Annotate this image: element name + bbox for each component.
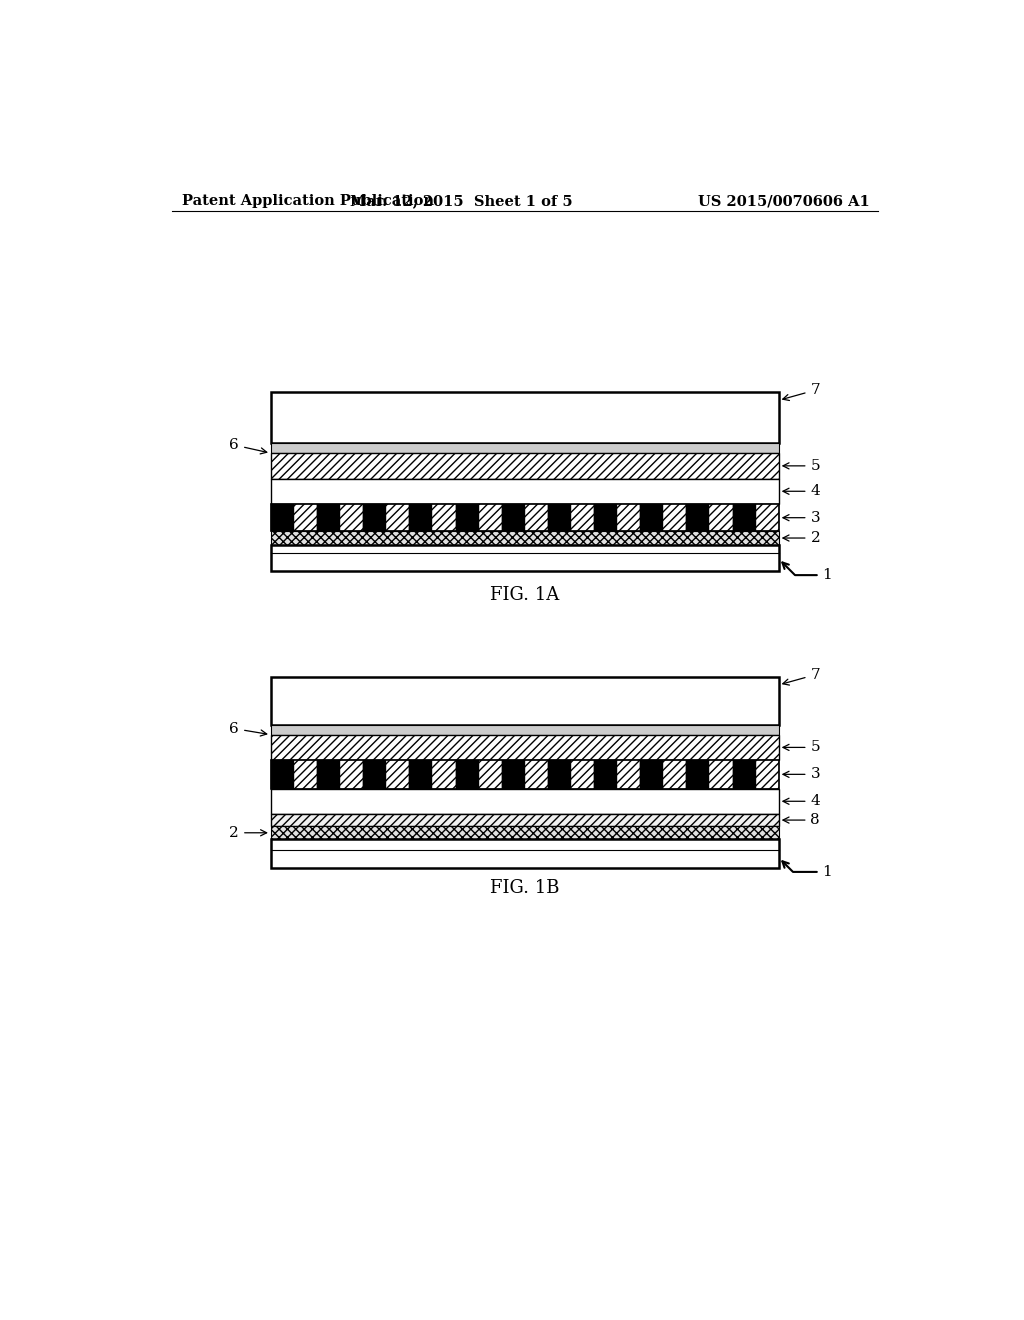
Bar: [664, 760, 686, 788]
Text: 5: 5: [783, 741, 820, 755]
Bar: [617, 504, 640, 532]
Text: 1: 1: [782, 562, 833, 582]
Text: 2: 2: [229, 826, 266, 840]
Bar: [686, 504, 710, 532]
Text: 7: 7: [782, 668, 820, 685]
Bar: [732, 504, 756, 532]
Text: 2: 2: [783, 531, 820, 545]
Text: 4: 4: [783, 484, 820, 498]
Bar: [478, 760, 502, 788]
Bar: [270, 504, 778, 532]
Text: 4: 4: [783, 795, 820, 808]
Text: Patent Application Publication: Patent Application Publication: [182, 194, 434, 209]
Bar: [548, 760, 571, 788]
Bar: [456, 504, 478, 532]
Bar: [524, 504, 548, 532]
Bar: [594, 760, 617, 788]
Bar: [686, 760, 710, 788]
Bar: [594, 504, 617, 532]
Text: FIG. 1B: FIG. 1B: [490, 879, 559, 898]
Bar: [410, 760, 432, 788]
Bar: [317, 504, 340, 532]
Text: 8: 8: [783, 813, 820, 828]
Bar: [270, 479, 778, 504]
Bar: [456, 760, 478, 788]
Bar: [270, 504, 294, 532]
Bar: [640, 760, 664, 788]
Bar: [617, 760, 640, 788]
Bar: [524, 760, 548, 788]
Bar: [270, 444, 778, 453]
Bar: [294, 760, 317, 788]
Bar: [502, 504, 525, 532]
Bar: [710, 504, 732, 532]
Bar: [640, 504, 664, 532]
Bar: [270, 814, 778, 826]
Bar: [270, 760, 294, 788]
Bar: [386, 504, 410, 532]
Bar: [270, 725, 778, 735]
Bar: [270, 453, 778, 479]
Bar: [548, 504, 571, 532]
Bar: [340, 504, 364, 532]
Bar: [364, 760, 386, 788]
Text: 7: 7: [782, 383, 820, 400]
Text: Mar. 12, 2015  Sheet 1 of 5: Mar. 12, 2015 Sheet 1 of 5: [350, 194, 572, 209]
Bar: [571, 760, 594, 788]
Bar: [432, 504, 456, 532]
Bar: [432, 760, 456, 788]
Bar: [270, 840, 778, 867]
Bar: [294, 504, 317, 532]
Bar: [386, 760, 410, 788]
Bar: [270, 760, 778, 788]
Bar: [664, 504, 686, 532]
Bar: [270, 545, 778, 572]
Text: 1: 1: [782, 861, 833, 879]
Text: 3: 3: [783, 767, 820, 781]
Bar: [571, 504, 594, 532]
Bar: [270, 826, 778, 840]
Bar: [340, 760, 364, 788]
Text: 5: 5: [783, 459, 820, 473]
Bar: [732, 760, 756, 788]
Text: 6: 6: [229, 722, 266, 737]
Bar: [270, 532, 778, 545]
Bar: [502, 760, 525, 788]
Text: FIG. 1A: FIG. 1A: [490, 586, 559, 605]
Bar: [410, 504, 432, 532]
Bar: [270, 392, 778, 444]
Bar: [756, 760, 778, 788]
Bar: [317, 760, 340, 788]
Text: 3: 3: [783, 511, 820, 524]
Bar: [270, 788, 778, 814]
Bar: [270, 677, 778, 725]
Bar: [478, 504, 502, 532]
Text: US 2015/0070606 A1: US 2015/0070606 A1: [698, 194, 870, 209]
Bar: [364, 504, 386, 532]
Bar: [710, 760, 732, 788]
Text: 6: 6: [229, 438, 267, 454]
Bar: [756, 504, 778, 532]
Bar: [270, 735, 778, 760]
